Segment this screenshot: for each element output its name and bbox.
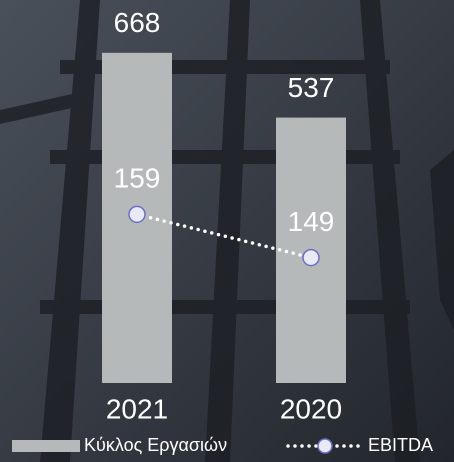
line-marker: [128, 205, 146, 224]
line: [135, 212, 313, 260]
legend-swatch: [12, 440, 80, 452]
legend-label: Κύκλος Εργασιών: [84, 435, 227, 455]
x-tick-label: 2020: [280, 393, 342, 424]
x-tick-label: 2021: [106, 393, 168, 424]
line-value-label: 149: [288, 206, 335, 237]
legend-label: EBITDA: [368, 435, 433, 455]
bar-value-label: 668: [114, 7, 161, 38]
legend-marker: [317, 438, 333, 454]
bar-value-label: 537: [288, 72, 335, 103]
line-marker: [302, 248, 320, 267]
line-value-label: 159: [114, 163, 161, 194]
